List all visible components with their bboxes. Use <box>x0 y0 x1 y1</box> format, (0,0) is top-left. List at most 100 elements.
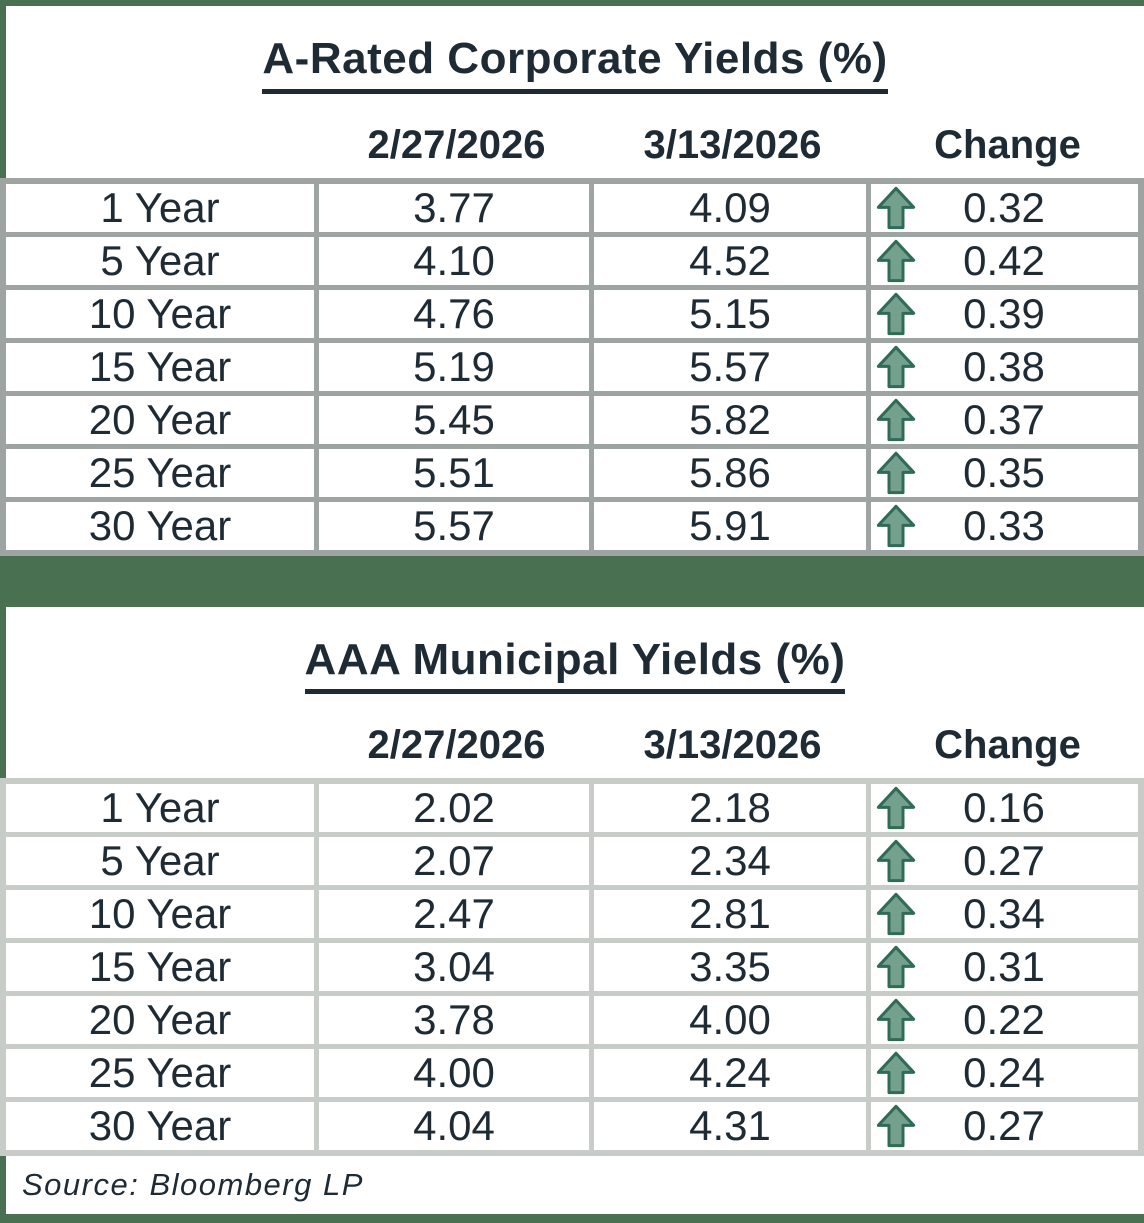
maturity-label: 20 Year <box>6 996 314 1045</box>
corporate-table-title: A-Rated Corporate Yields (%) <box>262 34 888 94</box>
up-arrow-icon <box>876 999 916 1042</box>
up-arrow-icon <box>876 1052 916 1095</box>
prior-yield-value: 5.19 <box>319 342 589 391</box>
change-value: 0.24 <box>963 1049 1045 1097</box>
change-value: 0.37 <box>963 395 1045 443</box>
maturity-label: 25 Year <box>6 1049 314 1098</box>
change-cell: 0.32 <box>871 183 1138 232</box>
corporate-yields-table: 1 Year 3.77 4.09 0.32 5 Year 4.10 4.52 0… <box>0 177 1144 556</box>
up-arrow-icon <box>876 1105 916 1148</box>
change-cell: 0.39 <box>871 289 1138 338</box>
change-cell: 0.27 <box>871 837 1138 886</box>
prior-yield-value: 5.51 <box>319 448 589 497</box>
maturity-label: 30 Year <box>6 1102 314 1151</box>
corporate-header-current-date: 3/13/2026 <box>643 122 822 167</box>
change-cell: 0.27 <box>871 1102 1138 1151</box>
corporate-header-change: Change <box>934 122 1081 167</box>
maturity-label: 10 Year <box>6 890 314 939</box>
change-cell: 0.37 <box>871 395 1138 444</box>
municipal-header-change: Change <box>934 723 1081 768</box>
municipal-title-block: AAA Municipal Yields (%) <box>6 606 1144 695</box>
current-yield-value: 5.15 <box>594 289 866 338</box>
up-arrow-icon <box>876 787 916 830</box>
prior-yield-value: 3.78 <box>319 996 589 1045</box>
up-arrow-icon <box>876 840 916 883</box>
change-value: 0.33 <box>963 501 1045 549</box>
corporate-title-block: A-Rated Corporate Yields (%) <box>6 6 1144 94</box>
municipal-header-row: 2/27/2026 3/13/2026 Change <box>6 722 1144 769</box>
change-cell: 0.31 <box>871 943 1138 992</box>
current-yield-value: 2.34 <box>594 837 866 886</box>
up-arrow-icon <box>876 239 916 282</box>
prior-yield-value: 4.76 <box>319 289 589 338</box>
divider-bar <box>0 555 1144 607</box>
change-value: 0.27 <box>963 1102 1045 1150</box>
prior-yield-value: 2.07 <box>319 837 589 886</box>
change-cell: 0.35 <box>871 448 1138 497</box>
prior-yield-value: 2.47 <box>319 890 589 939</box>
maturity-label: 5 Year <box>6 837 314 886</box>
prior-yield-value: 4.00 <box>319 1049 589 1098</box>
current-yield-value: 2.18 <box>594 784 866 833</box>
corporate-header-prior-date: 2/27/2026 <box>367 122 546 167</box>
change-cell: 0.16 <box>871 784 1138 833</box>
change-value: 0.27 <box>963 837 1045 885</box>
up-arrow-icon <box>876 398 916 441</box>
current-yield-value: 4.00 <box>594 996 866 1045</box>
change-value: 0.22 <box>963 996 1045 1044</box>
maturity-label: 1 Year <box>6 784 314 833</box>
current-yield-value: 5.91 <box>594 501 866 550</box>
current-yield-value: 5.82 <box>594 395 866 444</box>
up-arrow-icon <box>876 186 916 229</box>
source-row: Source: Bloomberg LP <box>6 1156 1144 1215</box>
maturity-label: 20 Year <box>6 395 314 444</box>
change-cell: 0.38 <box>871 342 1138 391</box>
up-arrow-icon <box>876 292 916 335</box>
municipal-header-spacer <box>6 722 319 768</box>
change-cell: 0.42 <box>871 236 1138 285</box>
maturity-label: 30 Year <box>6 501 314 550</box>
maturity-label: 1 Year <box>6 183 314 232</box>
change-cell: 0.22 <box>871 996 1138 1045</box>
up-arrow-icon <box>876 345 916 388</box>
up-arrow-icon <box>876 451 916 494</box>
prior-yield-value: 3.04 <box>319 943 589 992</box>
top-frame-bar <box>0 0 1144 6</box>
prior-yield-value: 4.04 <box>319 1102 589 1151</box>
left-frame-strip <box>0 0 6 1223</box>
current-yield-value: 4.24 <box>594 1049 866 1098</box>
maturity-label: 10 Year <box>6 289 314 338</box>
change-cell: 0.24 <box>871 1049 1138 1098</box>
municipal-header-prior-date: 2/27/2026 <box>367 723 546 768</box>
change-value: 0.31 <box>963 943 1045 991</box>
prior-yield-value: 5.57 <box>319 501 589 550</box>
change-value: 0.35 <box>963 448 1045 496</box>
current-yield-value: 4.09 <box>594 183 866 232</box>
source-note: Source: Bloomberg LP <box>22 1167 364 1203</box>
current-yield-value: 4.52 <box>594 236 866 285</box>
change-value: 0.16 <box>963 784 1045 832</box>
change-value: 0.39 <box>963 289 1045 337</box>
change-value: 0.38 <box>963 342 1045 390</box>
prior-yield-value: 5.45 <box>319 395 589 444</box>
current-yield-value: 3.35 <box>594 943 866 992</box>
maturity-label: 15 Year <box>6 943 314 992</box>
up-arrow-icon <box>876 893 916 936</box>
change-value: 0.42 <box>963 236 1045 284</box>
bottom-frame-bar <box>0 1214 1144 1223</box>
current-yield-value: 5.86 <box>594 448 866 497</box>
maturity-label: 25 Year <box>6 448 314 497</box>
change-cell: 0.34 <box>871 890 1138 939</box>
current-yield-value: 5.57 <box>594 342 866 391</box>
municipal-header-current-date: 3/13/2026 <box>643 723 822 768</box>
change-value: 0.34 <box>963 890 1045 938</box>
municipal-table-title: AAA Municipal Yields (%) <box>304 635 846 695</box>
change-cell: 0.33 <box>871 501 1138 550</box>
maturity-label: 5 Year <box>6 236 314 285</box>
prior-yield-value: 3.77 <box>319 183 589 232</box>
up-arrow-icon <box>876 946 916 989</box>
current-yield-value: 4.31 <box>594 1102 866 1151</box>
municipal-yields-table: 1 Year 2.02 2.18 0.16 5 Year 2.07 2.34 0… <box>0 778 1144 1157</box>
up-arrow-icon <box>876 504 916 547</box>
prior-yield-value: 2.02 <box>319 784 589 833</box>
